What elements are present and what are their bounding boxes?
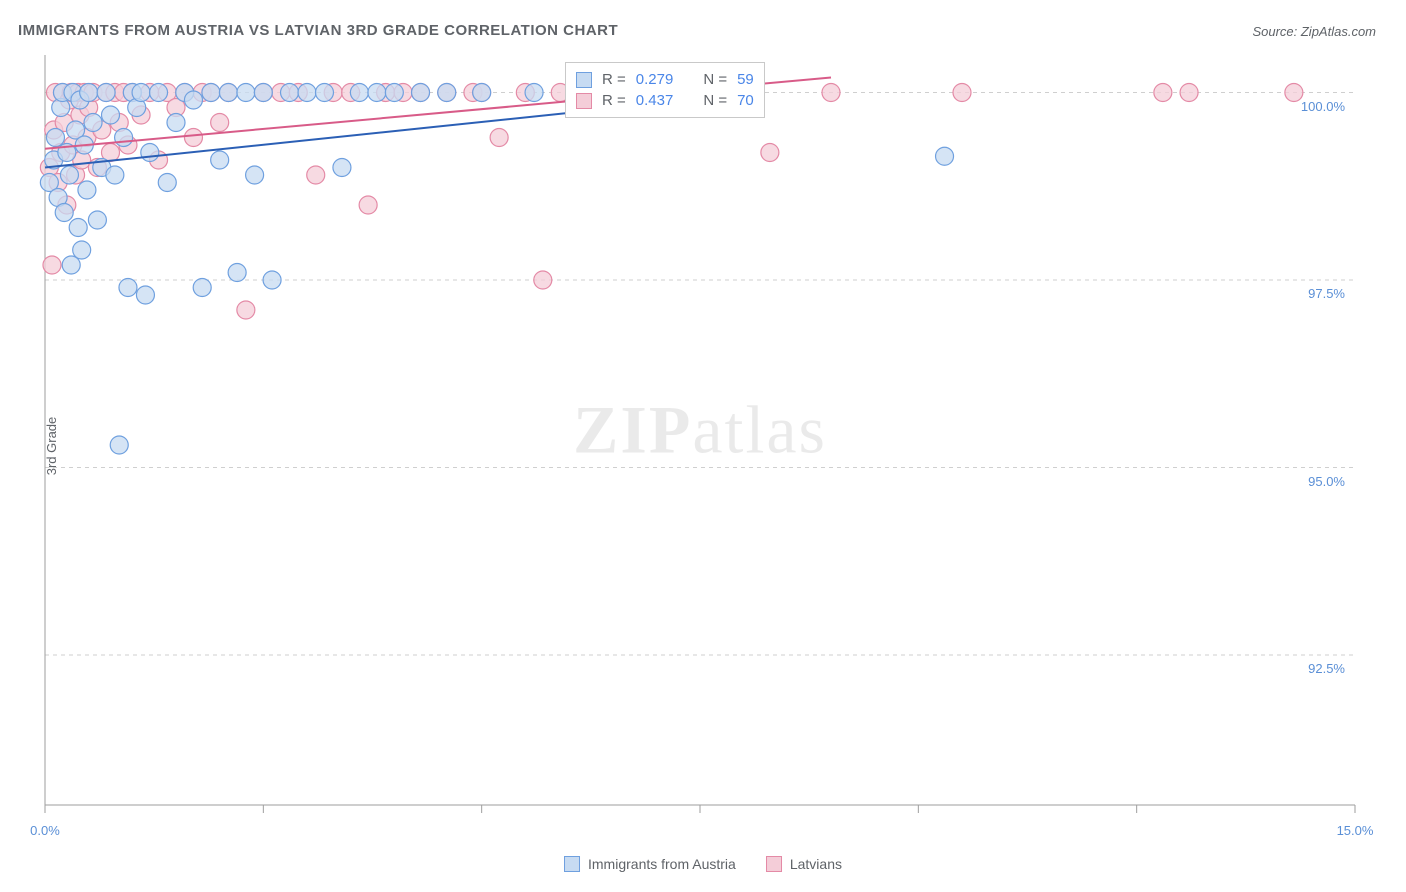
scatter-plot-svg	[45, 55, 1355, 805]
legend-item-austria: Immigrants from Austria	[564, 856, 736, 872]
legend-label-austria: Immigrants from Austria	[588, 856, 736, 872]
chart-title: IMMIGRANTS FROM AUSTRIA VS LATVIAN 3RD G…	[18, 22, 618, 39]
correlation-stats-box: R =0.279N =59R =0.437N =70	[565, 62, 765, 118]
stats-swatch-latvians	[576, 93, 592, 109]
source-attribution: Source: ZipAtlas.com	[1252, 24, 1376, 39]
legend-label-latvians: Latvians	[790, 856, 842, 872]
x-tick-label: 0.0%	[30, 823, 60, 838]
legend-item-latvians: Latvians	[766, 856, 842, 872]
stats-row-latvians: R =0.437N =70	[576, 90, 754, 111]
stats-row-austria: R =0.279N =59	[576, 69, 754, 90]
y-tick-label: 100.0%	[1285, 99, 1345, 114]
legend-swatch-austria	[564, 856, 580, 872]
stats-swatch-austria	[576, 72, 592, 88]
legend-swatch-latvians	[766, 856, 782, 872]
y-tick-label: 95.0%	[1285, 474, 1345, 489]
y-tick-label: 97.5%	[1285, 286, 1345, 301]
bottom-legend: Immigrants from Austria Latvians	[564, 856, 842, 872]
plot-area: ZIPatlas	[45, 55, 1355, 805]
x-tick-label: 15.0%	[1337, 823, 1374, 838]
y-tick-label: 92.5%	[1285, 661, 1345, 676]
